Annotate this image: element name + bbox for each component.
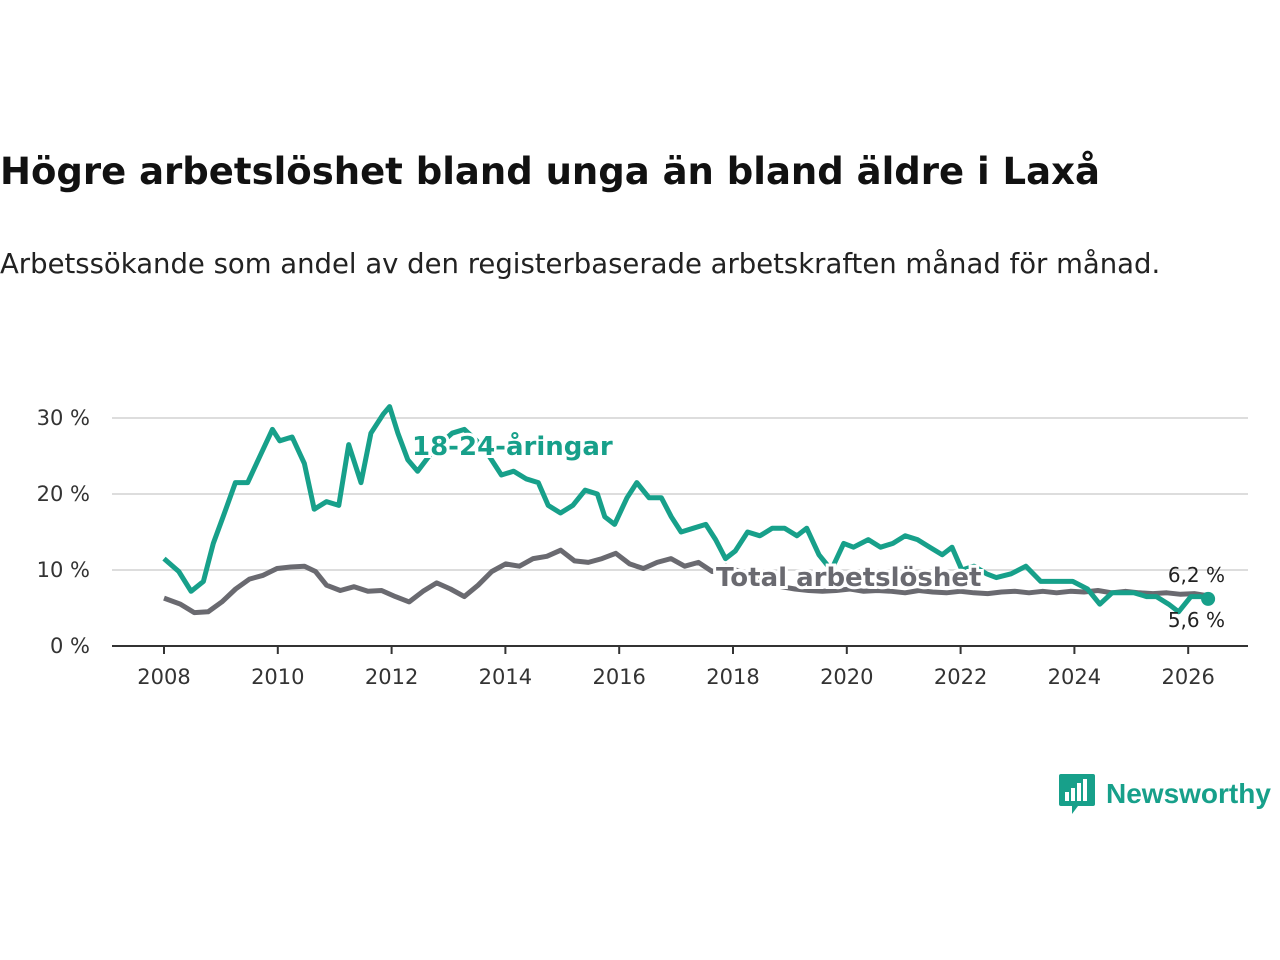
x-tick-label: 2008 [137,665,190,689]
line-chart: 0 % 10 % 20 % 30 % 2008 2010 2012 2014 2016 2018 2… [37,404,1248,689]
series-layer [162,404,1216,616]
y-tick-label: 10 % [37,558,90,582]
series-label-youth: 18-24-åringar [412,430,613,462]
chart-subtitle: Arbetssökande som andel av den registerb… [0,248,1161,280]
series-line-total [163,547,1209,616]
x-tick-label: 2018 [706,665,759,689]
x-tick-label: 2010 [251,665,304,689]
y-tick-label: 30 % [37,406,90,430]
series-label-total: Total arbetslöshet [716,563,981,593]
y-tick-label: 20 % [37,482,90,506]
brand-name: Newsworthy [1106,778,1271,809]
x-tick-label: 2024 [1048,665,1101,689]
x-tick-label: 2022 [934,665,987,689]
end-label-youth: 6,2 % [1168,563,1225,587]
end-label-total: 5,6 % [1168,608,1225,632]
x-tick-label: 2026 [1161,665,1214,689]
y-tick-label: 0 % [50,634,90,658]
x-tick-label: 2012 [365,665,418,689]
series-end-dot-youth [1201,591,1216,606]
x-tick-label: 2020 [820,665,873,689]
chart-title: Högre arbetslöshet bland unga än bland ä… [0,150,1100,193]
grid-layer [112,417,1248,571]
newsworthy-logo-icon [1059,774,1095,814]
series-line-youth [162,404,1209,615]
x-tick-label: 2016 [592,665,645,689]
x-tick-label: 2014 [479,665,532,689]
newsworthy-logo: Newsworthy [1058,772,1271,816]
label-layer: 18-24-åringar Total arbetslöshet 6,2 % 5,6 … [409,427,1225,632]
axis-layer: 0 % 10 % 20 % 30 % 2008 2010 2012 2014 2016 2018 2… [37,406,1248,689]
